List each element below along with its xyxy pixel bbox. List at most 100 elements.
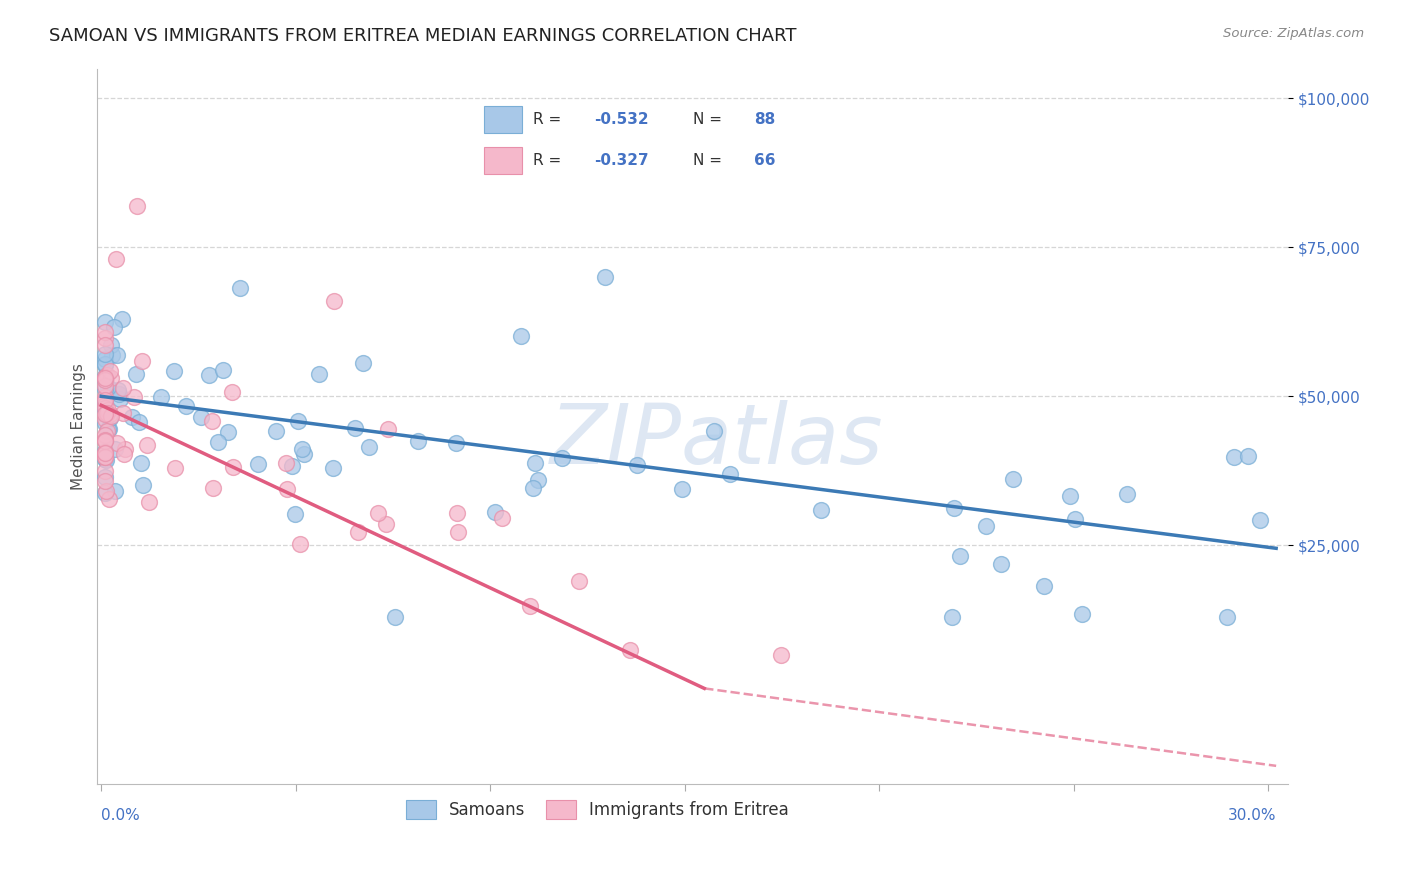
Point	[121, 409, 143, 424]
Point	[129, 456, 152, 470]
Point	[94, 373, 117, 387]
Point	[94, 401, 117, 415]
Point	[96, 453, 118, 467]
Point	[276, 456, 298, 470]
Point	[568, 574, 591, 588]
Point	[96, 406, 118, 420]
Point	[1249, 514, 1271, 528]
Point	[94, 407, 117, 421]
Point	[288, 537, 311, 551]
Point	[408, 434, 430, 448]
Point	[510, 329, 533, 343]
Point	[112, 406, 135, 420]
Point	[343, 421, 366, 435]
Point	[114, 442, 136, 457]
Point	[105, 348, 128, 362]
Point	[522, 481, 544, 495]
Point	[96, 406, 118, 420]
Point	[125, 367, 148, 381]
Point	[352, 355, 374, 369]
Point	[96, 368, 118, 382]
Point	[94, 379, 117, 393]
Text: Source: ZipAtlas.com: Source: ZipAtlas.com	[1223, 27, 1364, 40]
Point	[104, 484, 127, 499]
Point	[108, 392, 131, 407]
Point	[94, 390, 117, 404]
Point	[100, 409, 122, 423]
Y-axis label: Median Earnings: Median Earnings	[72, 363, 86, 490]
Point	[377, 422, 399, 436]
Point	[276, 482, 298, 496]
Point	[122, 390, 145, 404]
Point	[990, 557, 1012, 571]
Point	[97, 491, 120, 506]
Point	[201, 415, 224, 429]
Point	[138, 495, 160, 509]
Point	[111, 381, 134, 395]
Point	[444, 436, 467, 450]
Point	[100, 371, 122, 385]
Point	[96, 424, 118, 438]
Point	[104, 442, 127, 457]
Point	[593, 270, 616, 285]
Point	[222, 459, 245, 474]
Point	[100, 411, 122, 425]
Point	[1236, 449, 1258, 463]
Point	[1064, 512, 1087, 526]
Point	[626, 458, 648, 473]
Point	[375, 516, 398, 531]
Point	[107, 383, 129, 397]
Point	[94, 464, 117, 478]
Point	[703, 425, 725, 439]
Point	[1071, 607, 1094, 621]
Point	[94, 370, 117, 384]
Point	[94, 401, 117, 415]
Point	[131, 477, 153, 491]
Point	[94, 416, 117, 430]
Point	[287, 414, 309, 428]
Point	[1215, 610, 1237, 624]
Point	[94, 445, 117, 459]
Point	[150, 390, 173, 404]
Point	[94, 382, 117, 396]
Point	[190, 409, 212, 424]
Point	[112, 447, 135, 461]
Point	[207, 434, 229, 449]
Point	[484, 505, 506, 519]
Point	[94, 452, 117, 467]
Point	[718, 467, 741, 481]
Point	[197, 368, 219, 382]
Point	[1033, 579, 1056, 593]
Point	[131, 354, 153, 368]
Point	[221, 384, 243, 399]
Point	[769, 648, 792, 662]
Point	[94, 412, 117, 426]
Point	[447, 525, 470, 540]
Point	[974, 518, 997, 533]
Point	[247, 457, 270, 471]
Point	[94, 368, 117, 383]
Point	[384, 610, 406, 624]
Point	[291, 442, 314, 457]
Point	[217, 425, 239, 439]
Text: SAMOAN VS IMMIGRANTS FROM ERITREA MEDIAN EARNINGS CORRELATION CHART: SAMOAN VS IMMIGRANTS FROM ERITREA MEDIAN…	[49, 27, 797, 45]
Point	[94, 443, 117, 458]
Point	[1059, 489, 1081, 503]
Point	[98, 407, 121, 421]
Point	[1002, 471, 1025, 485]
Point	[283, 507, 305, 521]
Point	[94, 357, 117, 371]
Point	[94, 399, 117, 413]
Point	[94, 331, 117, 345]
Point	[211, 363, 233, 377]
Point	[94, 370, 117, 384]
Point	[94, 446, 117, 460]
Point	[322, 461, 344, 475]
Point	[308, 367, 330, 381]
Point	[101, 348, 124, 362]
Point	[107, 386, 129, 401]
Point	[671, 482, 693, 496]
Point	[94, 434, 117, 449]
Point	[810, 503, 832, 517]
Point	[94, 325, 117, 339]
